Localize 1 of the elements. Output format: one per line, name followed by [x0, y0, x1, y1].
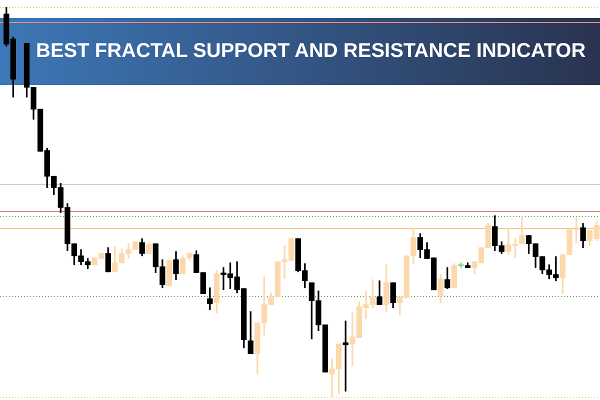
text: BEST FRACTAL SUPPORT AND RESISTANCE INDICATOR [36, 39, 587, 64]
